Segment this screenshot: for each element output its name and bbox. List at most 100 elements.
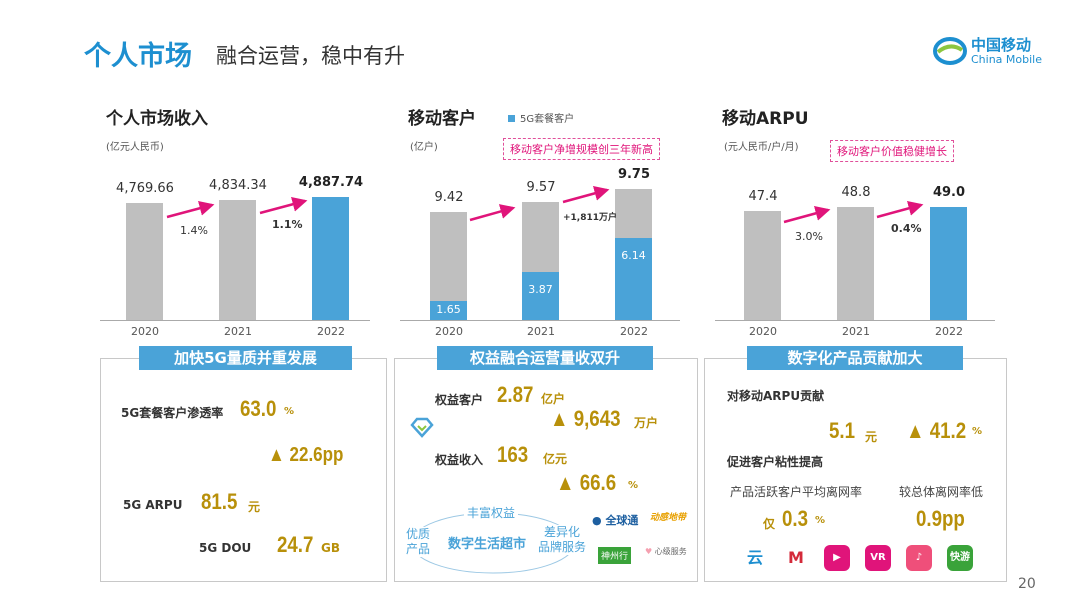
x-tick: 2022 [620,325,648,338]
chart1-unit: (亿元人民币) [106,142,164,153]
churn-prefix: 仅 [763,517,776,531]
rev-label: 权益收入 [435,453,484,467]
page-subtitle: 融合运营，稳中有升 [216,44,405,68]
value-label: 4,887.74 [298,175,364,191]
x-tick: 2020 [749,325,777,338]
pen-label: 5G套餐客户渗透率 [121,406,224,420]
arpu-unit: 元 [248,500,261,514]
bar-2020 [744,211,781,320]
page-number: 20 [1018,576,1036,592]
app-migu-icon: M [783,545,809,571]
value-label: 9.75 [617,167,651,183]
contrib-value: 5.1 [829,418,856,443]
dou-value: 24.7 [277,532,314,557]
chart1-axis [100,320,370,321]
chart2-legend: 5G套餐客户 [508,110,574,125]
contrib-unit: 元 [865,430,878,444]
cust-unit: 亿户 [541,392,566,406]
value-label: 4,834.34 [209,177,267,193]
arrow-5 [783,206,831,224]
bar-2021 [219,199,256,320]
pen-unit: % [284,406,295,417]
chart3-unit: (元人民币/户/月) [724,142,799,153]
x-tick: 2021 [842,325,870,338]
brand-label: 全球通 [605,514,639,527]
growth-label: 1.4% [180,224,208,237]
logo-icon [933,37,967,65]
cust-delta-unit: 万户 [634,416,659,430]
growth-arrows [166,186,924,224]
ring-right: 差异化 品牌服务 [538,525,587,555]
box2-heading: 权益融合运营量收双升 [437,346,653,370]
value-label: 9.57 [526,179,556,195]
dou-unit: GB [321,541,340,555]
app-video-ring-icon: ▶ [824,545,850,571]
segment-5g: 6.14 [615,237,652,320]
sticky-label: 促进客户粘性提高 [727,455,824,469]
chart3-axis [715,320,995,321]
page-title: 个人市场 [84,41,192,72]
churn-label: 产品活跃客户平均离网率 [730,485,863,499]
app-vr-icon: VR [865,545,891,571]
ring-top: 丰富权益 [464,504,519,521]
contrib-delta-unit: % [972,426,983,437]
box3-heading: 数字化产品贡献加大 [747,346,963,370]
legend-swatch [508,115,515,122]
x-tick: 2022 [317,325,345,338]
brand-quanqiutong: ● 全球通 [592,514,639,527]
brand-mzone: 动感地带 [650,513,687,523]
rev-unit: 亿元 [543,452,568,466]
value-label: 48.8 [841,185,871,201]
value-label: 9.42 [434,190,464,206]
arpu-value: 81.5 [201,489,238,514]
value-label: 4,769.66 [116,181,174,197]
logo-en: China Mobile [971,53,1043,66]
cust-label: 权益客户 [435,393,484,407]
bar-2022: 6.14 [615,189,652,320]
lower-value: 0.9pp [916,506,965,531]
arrow-6 [876,201,924,219]
value-label: 49.0 [932,184,966,200]
ring-left: 优质 产品 [406,527,431,557]
chart2-title: 移动客户 [408,109,476,129]
x-tick: 2021 [224,325,252,338]
chart2-axis [400,320,680,321]
chart3-title: 移动ARPU [722,109,809,129]
box1-heading: 加快5G量质并重发展 [139,346,352,370]
legend-label: 5G套餐客户 [520,114,575,125]
churn-value: 0.3 [782,506,809,531]
diamond-icon [409,417,435,443]
bar-2022 [312,197,349,320]
x-tick: 2021 [527,325,555,338]
growth-label: 1.1% [272,218,303,231]
arpu-label: 5G ARPU [123,498,183,512]
lower-label: 较总体离网率低 [899,485,984,499]
app-cloud-icon: 云 [742,545,768,571]
x-tick: 2020 [131,325,159,338]
value-label: 47.4 [748,189,778,205]
brand-label: 心级服务 [654,547,687,556]
cust-delta: ▲ 9,643 [550,406,621,431]
rev-delta: ▲ 66.6 [556,470,617,495]
brand-shenzhouxing: 神州行 [598,547,632,564]
bar-2020 [126,203,163,320]
pen-delta: ▲ 22.6pp [268,444,344,466]
app-music-icon: ♪ [906,545,932,571]
arrow-3 [469,204,516,222]
rev-value: 163 [497,442,529,467]
segment-5g: 3.87 [522,272,559,320]
growth-label: 0.4% [891,222,922,235]
pen-value: 63.0 [240,396,277,421]
segment-5g: 1.65 [430,301,467,320]
chart1-title: 个人市场收入 [106,109,208,129]
contrib-delta: ▲ 41.2 [906,418,967,443]
chart2-callout: 移动客户净增规模创三年新高 [503,138,660,160]
chart2-unit: (亿户) [410,142,438,153]
growth-label: 3.0% [795,230,823,243]
app-kuaiyou-icon: 快游 [947,545,973,571]
rev-delta-unit: % [628,480,639,491]
x-tick: 2022 [935,325,963,338]
chart3-callout: 移动客户价值稳健增长 [830,140,954,162]
bar-2022 [930,206,967,320]
bar-2021 [837,207,874,320]
